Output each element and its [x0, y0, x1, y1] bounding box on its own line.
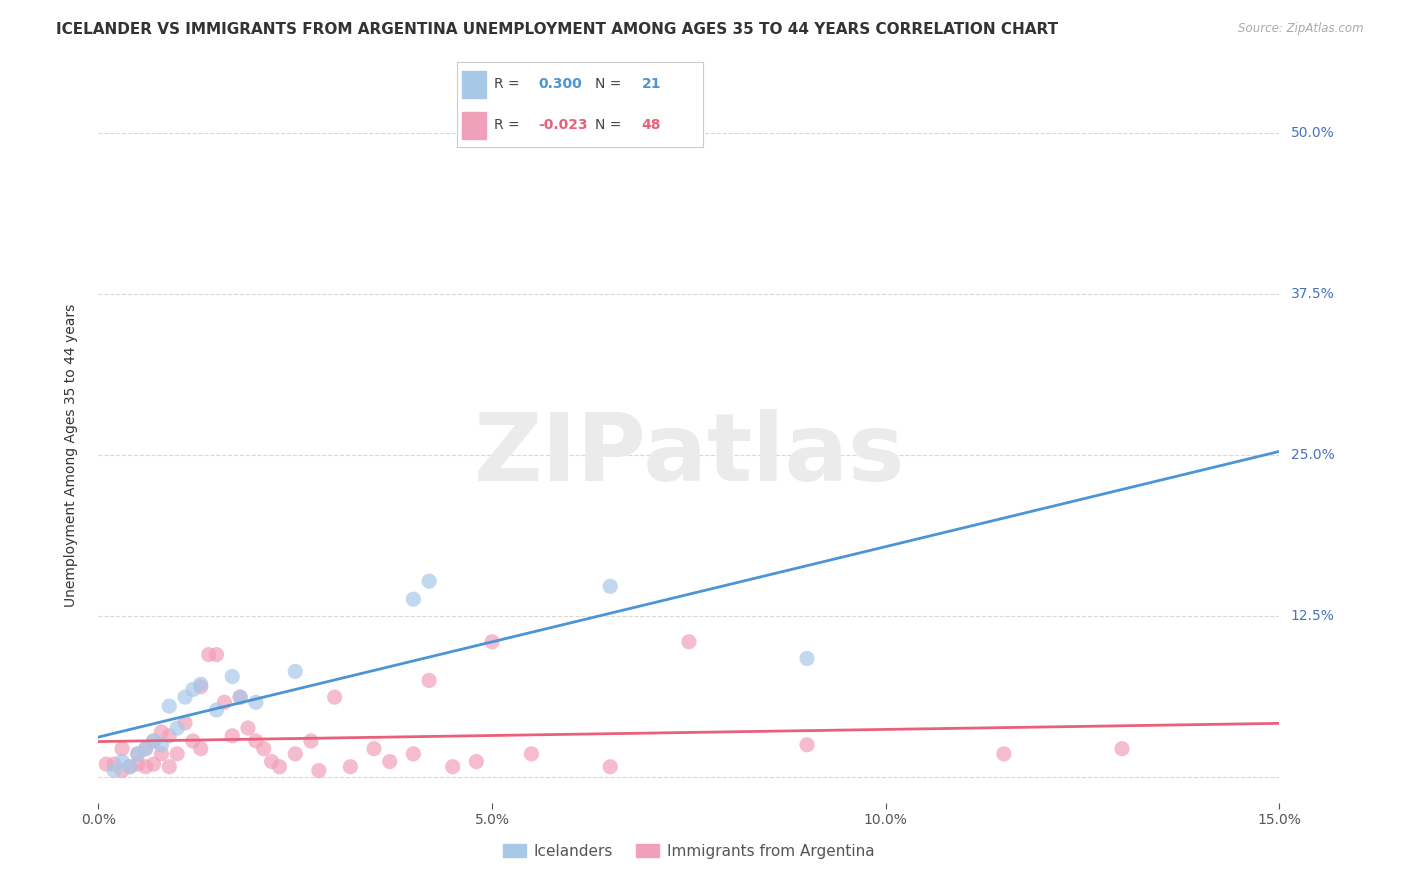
Point	[1111, 741, 1133, 756]
Point	[229, 690, 252, 705]
Point	[135, 760, 157, 774]
Point	[127, 747, 149, 761]
Point	[339, 760, 361, 774]
Bar	[461, 71, 486, 98]
Point	[111, 764, 134, 778]
Point	[142, 734, 165, 748]
Point	[323, 690, 346, 705]
Point	[190, 680, 212, 694]
Point	[166, 747, 188, 761]
Point	[157, 760, 180, 774]
Point	[260, 755, 283, 769]
Point	[111, 741, 134, 756]
Point	[205, 648, 228, 662]
Text: 25.0%: 25.0%	[1291, 448, 1334, 462]
Point	[378, 755, 401, 769]
Text: 0.300: 0.300	[538, 78, 582, 92]
Point	[402, 747, 425, 761]
Text: ZIPatlas: ZIPatlas	[474, 409, 904, 501]
Point	[678, 634, 700, 648]
Point	[993, 747, 1015, 761]
Point	[796, 651, 818, 665]
Point	[103, 764, 125, 778]
Y-axis label: Unemployment Among Ages 35 to 44 years: Unemployment Among Ages 35 to 44 years	[63, 303, 77, 607]
Text: 37.5%: 37.5%	[1291, 287, 1334, 301]
Point	[150, 738, 173, 752]
Point	[796, 738, 818, 752]
Point	[197, 648, 219, 662]
Point	[118, 760, 141, 774]
Point	[135, 741, 157, 756]
Point	[181, 682, 204, 697]
Point	[481, 634, 503, 648]
Point	[599, 579, 621, 593]
Point	[599, 760, 621, 774]
Text: N =: N =	[595, 78, 621, 92]
Text: N =: N =	[595, 118, 621, 132]
Point	[174, 715, 197, 730]
Point	[441, 760, 464, 774]
Point	[118, 760, 141, 774]
Text: 21: 21	[641, 78, 661, 92]
Point	[520, 747, 543, 761]
Point	[142, 734, 165, 748]
Point	[245, 695, 267, 709]
Point	[418, 574, 440, 589]
Text: -0.023: -0.023	[538, 118, 588, 132]
Point	[166, 721, 188, 735]
Point	[190, 741, 212, 756]
Text: R =: R =	[494, 118, 519, 132]
Point	[245, 734, 267, 748]
Point	[269, 760, 291, 774]
Point	[221, 669, 243, 683]
Point	[190, 677, 212, 691]
Text: 48: 48	[641, 118, 661, 132]
Text: Source: ZipAtlas.com: Source: ZipAtlas.com	[1239, 22, 1364, 36]
Point	[229, 690, 252, 705]
Point	[363, 741, 385, 756]
Point	[150, 747, 173, 761]
Point	[157, 699, 180, 714]
Text: 12.5%: 12.5%	[1291, 609, 1334, 623]
Point	[181, 734, 204, 748]
Point	[236, 721, 259, 735]
Point	[135, 741, 157, 756]
Point	[174, 690, 197, 705]
Point	[284, 665, 307, 679]
Point	[214, 695, 236, 709]
Point	[127, 757, 149, 772]
Point	[221, 729, 243, 743]
Point	[96, 757, 118, 772]
Point	[299, 734, 322, 748]
Point	[127, 747, 149, 761]
Legend: Icelanders, Immigrants from Argentina: Icelanders, Immigrants from Argentina	[498, 838, 880, 864]
Point	[308, 764, 330, 778]
Bar	[461, 112, 486, 139]
Text: 50.0%: 50.0%	[1291, 126, 1334, 140]
Point	[103, 757, 125, 772]
Point	[111, 755, 134, 769]
Point	[402, 592, 425, 607]
Point	[418, 673, 440, 688]
Point	[150, 725, 173, 739]
Point	[465, 755, 488, 769]
Point	[205, 703, 228, 717]
Text: ICELANDER VS IMMIGRANTS FROM ARGENTINA UNEMPLOYMENT AMONG AGES 35 TO 44 YEARS CO: ICELANDER VS IMMIGRANTS FROM ARGENTINA U…	[56, 22, 1059, 37]
Text: R =: R =	[494, 78, 519, 92]
Point	[142, 757, 165, 772]
Point	[253, 741, 276, 756]
Point	[284, 747, 307, 761]
Point	[157, 729, 180, 743]
